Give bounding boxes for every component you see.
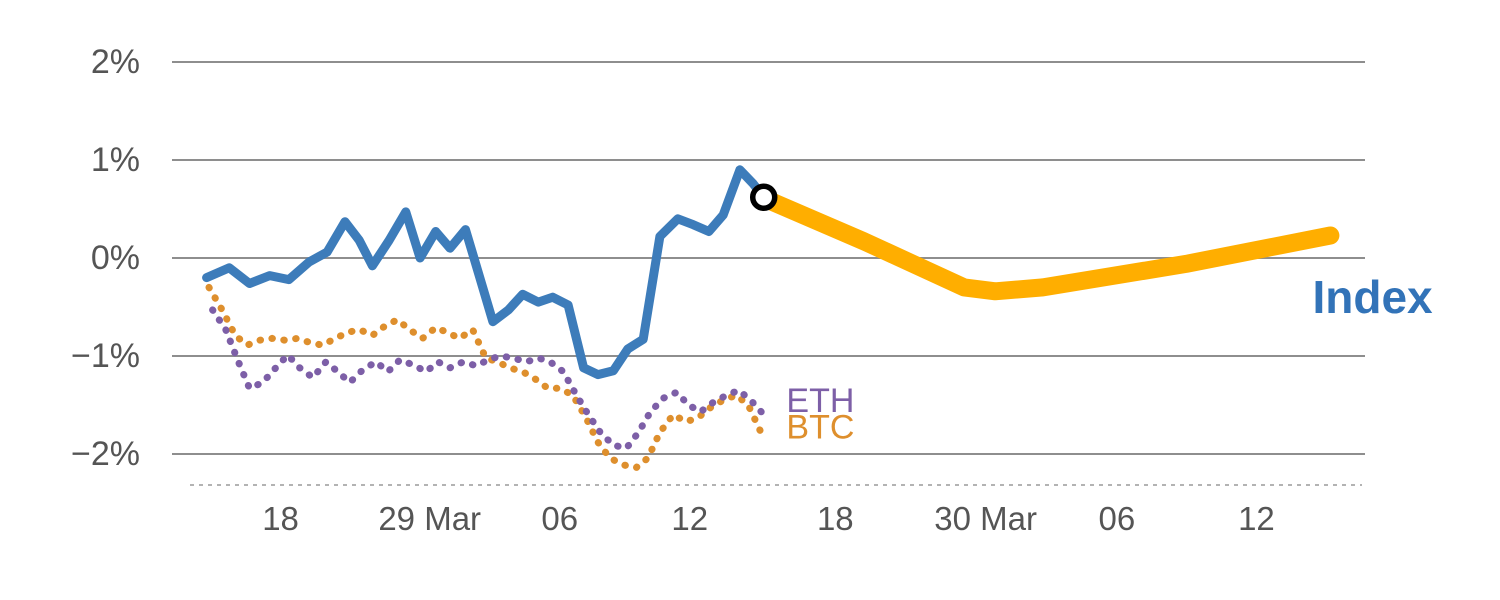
- y-tick-label: −2%: [71, 435, 140, 473]
- x-tick-label: 12: [1238, 500, 1275, 537]
- series-index-forecast-line: [754, 189, 1340, 301]
- x-tick-label: 06: [541, 500, 578, 537]
- y-tick-label: 1%: [91, 141, 140, 179]
- series-label-btc: BTC: [786, 409, 854, 447]
- y-tick-label: 0%: [91, 239, 140, 277]
- y-tick-label: 2%: [91, 43, 140, 81]
- x-tick-label: 30 Mar: [934, 500, 1037, 537]
- y-axis-labels-group: 2% 1% 0% −1% −2%: [71, 43, 140, 473]
- x-tick-label: 18: [262, 500, 299, 537]
- series-index-history-line: [202, 165, 769, 380]
- x-tick-label: 18: [817, 500, 854, 537]
- series-eth-line: [209, 306, 765, 452]
- x-axis-labels-group: 18 29 Mar 06 12 18 30 Mar 06 12: [262, 500, 1275, 537]
- x-tick-label: 06: [1098, 500, 1135, 537]
- forecast-start-marker: [749, 183, 778, 211]
- x-tick-label: 29 Mar: [378, 500, 481, 537]
- series-btc-line: [205, 283, 764, 472]
- y-tick-label: −1%: [71, 337, 140, 375]
- series-label-eth: ETH: [786, 382, 854, 420]
- series-label-index: Index: [1313, 271, 1434, 323]
- x-tick-label: 12: [671, 500, 708, 537]
